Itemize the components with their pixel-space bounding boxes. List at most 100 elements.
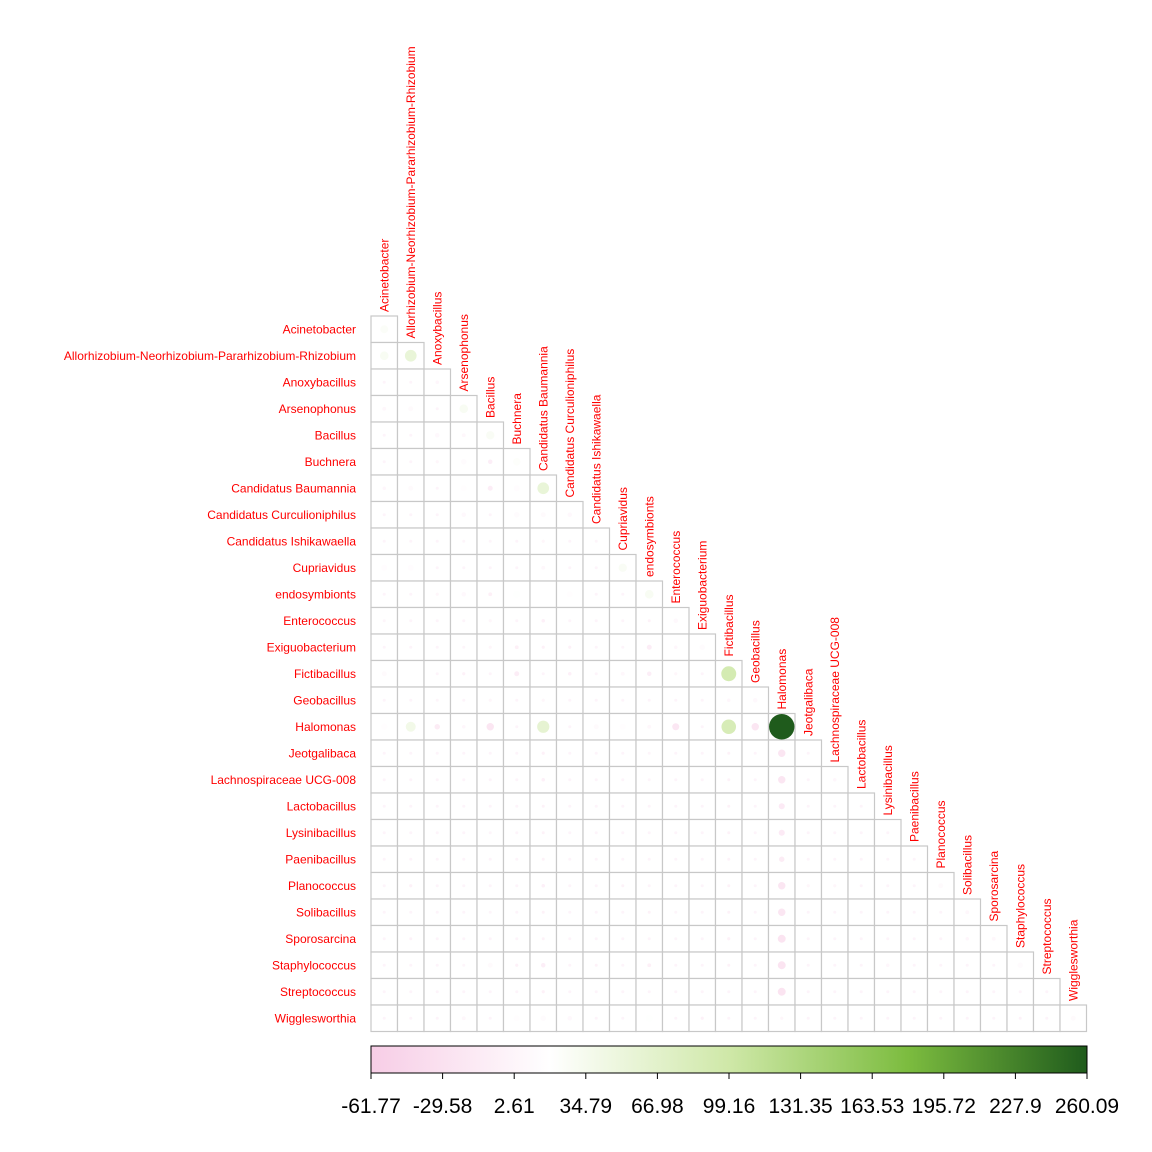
row-label: Bacillus xyxy=(315,428,356,442)
value-circle xyxy=(647,671,652,676)
value-circle xyxy=(541,698,545,702)
value-circle xyxy=(435,645,439,649)
value-circle xyxy=(382,963,386,967)
value-circle xyxy=(673,618,678,623)
colorbar-ticks: -61.77 -29.58 2.61 34.79 66.98 99.16 131.35 163… xyxy=(341,1073,1119,1118)
value-circle xyxy=(488,513,492,517)
grid-cell xyxy=(661,898,690,927)
value-circle xyxy=(409,910,413,914)
value-circle xyxy=(727,778,731,782)
row-label: Streptococcus xyxy=(280,985,356,999)
value-circle xyxy=(382,884,386,888)
colorbar-tick-label: 227.9 xyxy=(989,1095,1042,1118)
value-circle xyxy=(435,486,439,490)
row-label: Candidatus Baumannia xyxy=(231,481,356,495)
value-circle xyxy=(382,831,386,835)
column-label: Bacillus xyxy=(483,377,497,418)
value-circle xyxy=(886,937,890,941)
value-circle xyxy=(515,698,519,702)
value-circle xyxy=(620,671,625,676)
value-circle xyxy=(965,1016,969,1020)
value-circle xyxy=(727,937,731,941)
value-circle xyxy=(488,592,493,597)
value-circle xyxy=(409,884,413,888)
value-circle xyxy=(647,937,651,941)
value-circle xyxy=(886,990,890,994)
value-circle xyxy=(674,751,678,755)
value-circle xyxy=(700,884,704,888)
value-circle xyxy=(488,1016,492,1020)
value-circle xyxy=(541,831,545,835)
value-circle xyxy=(833,804,837,808)
value-circle xyxy=(462,937,466,941)
column-label: Arsenophonus xyxy=(457,314,471,391)
value-circle xyxy=(435,672,439,676)
value-circle xyxy=(727,963,731,967)
value-circle xyxy=(886,910,890,914)
value-circle xyxy=(912,910,916,914)
value-circle xyxy=(382,486,387,491)
value-circle xyxy=(832,777,837,782)
value-circle xyxy=(540,1015,546,1021)
value-circle xyxy=(515,778,519,782)
value-circle xyxy=(409,539,413,543)
row-label: Lachnospiraceae UCG-008 xyxy=(211,773,357,787)
grid-cell xyxy=(635,606,664,635)
value-circle xyxy=(409,592,413,596)
value-circle xyxy=(594,990,598,994)
value-circle xyxy=(674,857,678,861)
value-circle xyxy=(488,539,492,543)
value-circle xyxy=(407,564,414,571)
value-circle xyxy=(382,619,386,623)
value-circle xyxy=(594,751,598,755)
value-circle xyxy=(514,645,519,650)
value-circle xyxy=(753,751,757,755)
value-circle xyxy=(1070,1015,1076,1021)
colorbar-tick-label: 2.61 xyxy=(494,1095,535,1118)
value-circle xyxy=(594,831,598,835)
value-circle xyxy=(594,963,598,967)
column-label: Lysinibacillus xyxy=(881,745,895,815)
value-circle xyxy=(409,857,413,861)
value-circle xyxy=(541,883,546,888)
value-circle xyxy=(1017,962,1023,968)
value-circle xyxy=(541,777,546,782)
value-circle xyxy=(859,831,863,835)
value-circle xyxy=(939,937,943,941)
value-circle xyxy=(541,751,545,755)
value-circle xyxy=(435,804,439,808)
value-circle xyxy=(806,884,810,888)
value-circle xyxy=(409,778,413,782)
row-label: Jeotgalibaca xyxy=(289,746,357,760)
value-circle xyxy=(514,671,520,677)
value-circle xyxy=(409,831,413,835)
value-circle xyxy=(435,937,439,941)
value-circle xyxy=(380,325,389,334)
value-circle xyxy=(594,539,598,543)
grid-cell xyxy=(370,977,399,1006)
colorbar-tick-label: 260.09 xyxy=(1055,1095,1119,1118)
value-circle xyxy=(594,857,598,861)
value-circle xyxy=(568,804,572,808)
value-circle xyxy=(753,698,758,703)
value-circle xyxy=(721,666,737,682)
value-circle xyxy=(647,698,651,702)
value-circle xyxy=(459,404,469,414)
row-label: Allorhizobium-Neorhizobium-Pararhizobium… xyxy=(64,349,356,363)
value-circle xyxy=(619,723,626,730)
value-circle xyxy=(409,619,413,623)
value-circle xyxy=(886,1016,890,1020)
value-circle xyxy=(382,778,386,782)
value-circle xyxy=(806,963,810,967)
row-label: Geobacillus xyxy=(293,693,356,707)
value-circle xyxy=(486,723,494,731)
value-circle xyxy=(382,804,386,808)
value-circle xyxy=(488,698,492,702)
value-circle xyxy=(382,592,386,596)
value-circle xyxy=(515,831,519,835)
column-label: Solibacillus xyxy=(960,835,974,895)
value-circle xyxy=(806,910,810,914)
value-circle xyxy=(435,751,439,755)
value-circle xyxy=(541,910,545,914)
row-label: Candidatus Curculioniphilus xyxy=(207,508,356,522)
